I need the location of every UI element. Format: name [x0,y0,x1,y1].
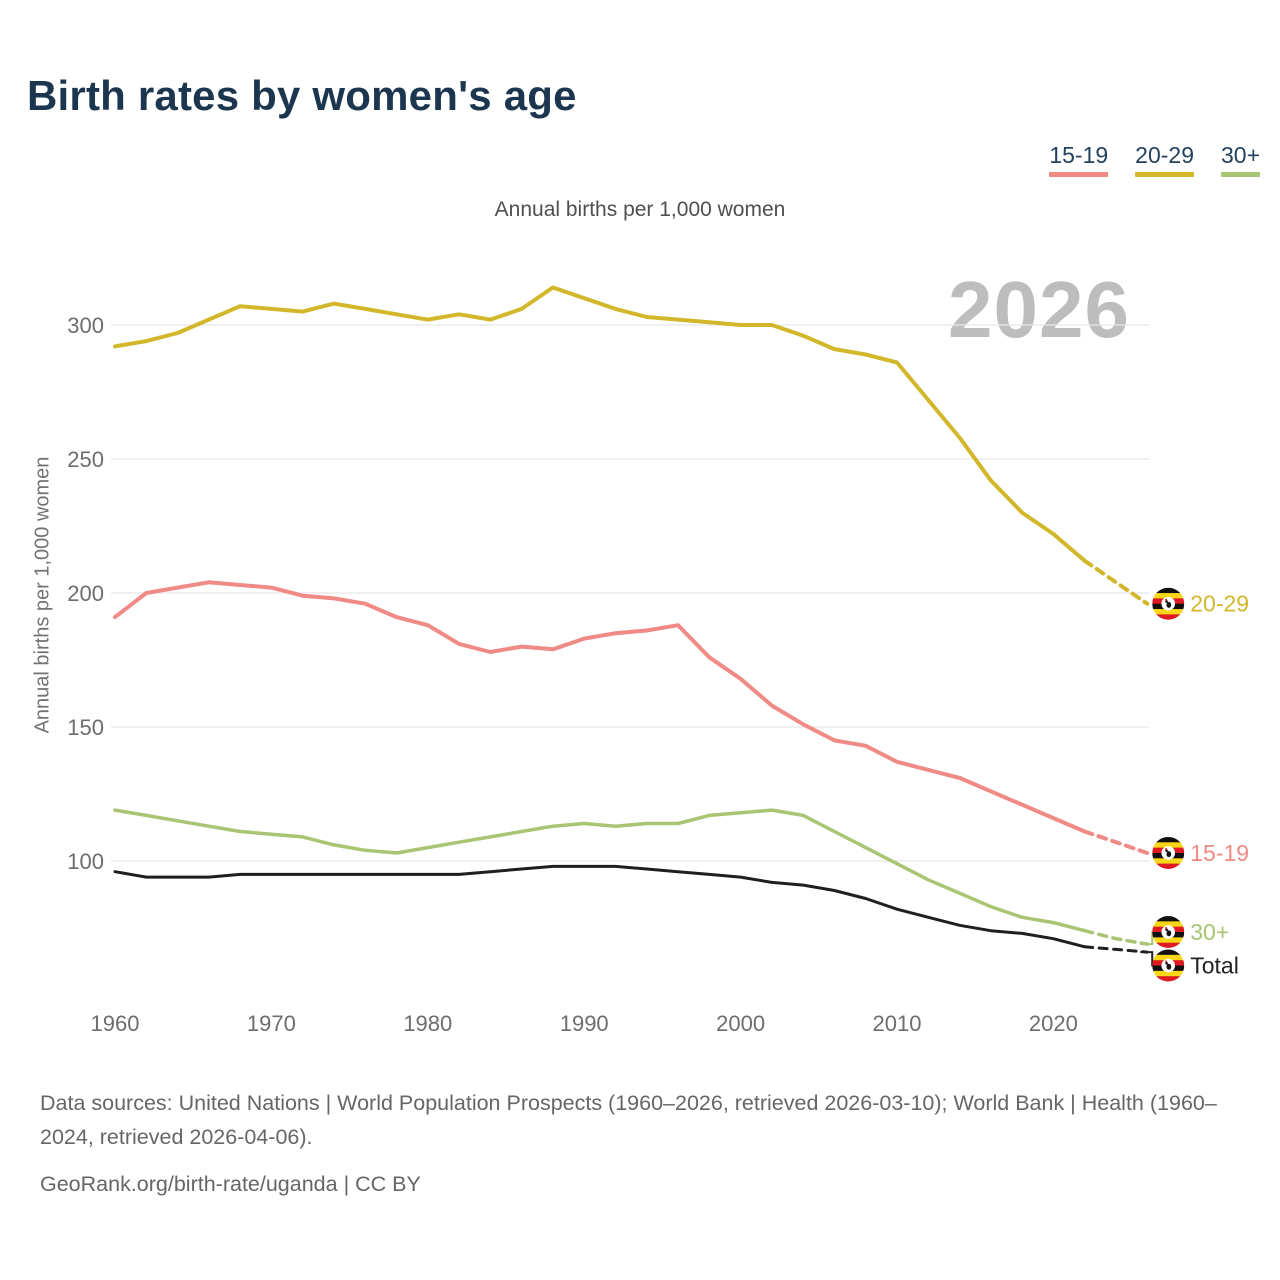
y-tick-label: 200 [67,581,104,606]
x-tick-label: 2020 [1029,1011,1078,1036]
y-tick-label: 150 [67,715,104,740]
credit-link: GeoRank.org/birth-rate/uganda | CC BY [40,1171,421,1196]
data-sources-text: Data sources: United Nations | World Pop… [40,1091,1217,1150]
legend-item-20-29[interactable]: 20-29 [1135,142,1194,178]
series-end-label-Total[interactable]: Total [1190,953,1239,979]
legend: 15-19 20-29 30+ [1049,142,1260,178]
y-axis-label: Annual births per 1,000 women [31,456,54,734]
series-line-15-19 [113,580,1087,834]
x-tick-label: 2000 [716,1011,765,1036]
series-line-Total [113,864,1087,949]
y-tick-label: 250 [67,447,104,472]
legend-item-15-19[interactable]: 15-19 [1049,142,1109,178]
series-end-label-15-19[interactable]: 15-19 [1190,840,1249,866]
series-line-30+ [113,808,1087,933]
uganda-flag-icon [1152,836,1185,869]
series-line-projection-15-19 [1082,829,1150,855]
x-tick-label: 2010 [873,1011,922,1036]
uganda-flag-icon [1152,949,1185,982]
legend-swatch-20-29 [1135,172,1194,178]
footer: Data sources: United Nations | World Pop… [40,1086,1220,1201]
legend-swatch-30plus [1220,172,1260,178]
x-tick-label: 1990 [560,1011,609,1036]
x-tick-label: 1970 [247,1011,296,1036]
series-line-projection-20-29 [1082,558,1150,606]
year-watermark: 2026 [948,265,1130,354]
legend-label: 15-19 [1049,142,1109,168]
series-line-20-29 [113,285,1087,563]
uganda-flag-icon [1152,587,1185,620]
chart-subtitle: Annual births per 1,000 women [494,198,786,221]
series-line-projection-Total [1083,945,1149,954]
page-title: Birth rates by women's age [27,72,577,119]
legend-label: 30+ [1220,142,1260,168]
legend-label: 20-29 [1135,142,1194,168]
y-tick-label: 100 [67,849,104,874]
legend-swatch-15-19 [1049,172,1109,178]
x-tick-label: 1980 [403,1011,452,1036]
series-line-projection-30+ [1082,928,1149,946]
series-end-label-30+[interactable]: 30+ [1190,919,1229,945]
uganda-flag-icon [1152,916,1185,949]
x-tick-label: 1960 [91,1011,140,1036]
series-end-label-20-29[interactable]: 20-29 [1190,591,1249,617]
y-tick-label: 300 [67,313,104,338]
legend-item-30plus[interactable]: 30+ [1220,142,1260,178]
